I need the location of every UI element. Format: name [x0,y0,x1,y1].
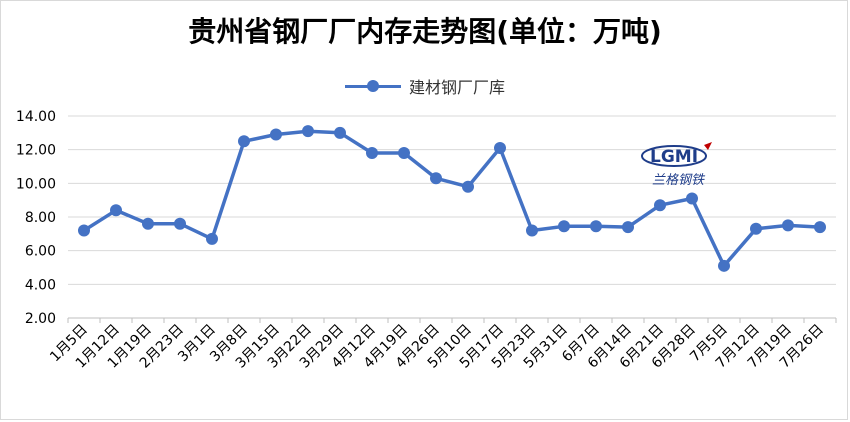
data-point [494,141,506,154]
y-tick-label: 14.00 [16,109,56,125]
data-point [142,217,154,230]
data-point [462,180,474,193]
legend-marker [344,79,401,93]
y-tick-label: 2.00 [25,311,56,327]
y-tick-label: 4.00 [25,277,56,293]
y-tick-label: 12.00 [16,143,56,159]
legend-label: 建材钢厂厂库 [408,78,505,97]
data-point [558,220,570,233]
data-point [622,221,634,234]
data-point [78,224,90,237]
data-point [430,172,442,185]
lgmi-watermark-logo: LGMI 兰格钢铁 [641,142,712,188]
data-point [334,126,346,139]
y-tick-label: 10.00 [16,176,56,192]
y-tick-label: 8.00 [25,210,56,226]
data-point [718,259,730,272]
data-point [366,147,378,160]
watermark-brand-text: 兰格钢铁 [652,173,706,188]
data-point [814,221,826,234]
data-point [398,147,410,160]
data-point [206,232,218,245]
data-point [782,219,794,232]
data-point [238,135,250,148]
data-point [110,204,122,217]
data-point [590,220,602,233]
data-point [302,125,314,138]
watermark-logo-text: LGMI [650,147,698,167]
chart-legend: 建材钢厂厂库 [0,74,850,98]
y-tick-label: 6.00 [25,244,56,260]
data-point [654,199,666,212]
data-point [526,224,538,237]
data-point [686,192,698,205]
data-point [270,128,282,141]
data-point [174,217,186,230]
legend-dot [366,80,379,92]
chart-title: 贵州省钢厂厂内存走势图(单位：万吨) [188,15,662,48]
data-point [750,222,762,235]
